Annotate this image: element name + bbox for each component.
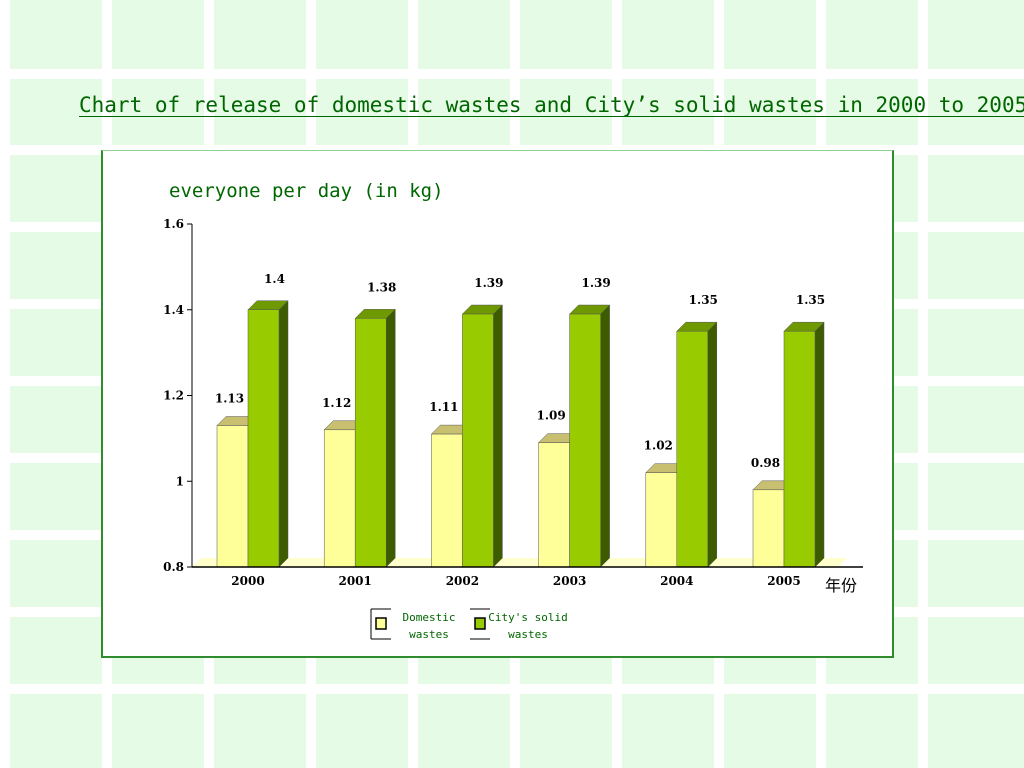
chart-panel: everyone per day (in kg) 年份 0.8 1 1.2 1.4 1.… (101, 150, 894, 658)
bar (645, 472, 678, 568)
bar (323, 429, 356, 568)
bar (216, 425, 249, 568)
bar (783, 330, 816, 568)
x-tick-label: 2000 (231, 574, 264, 588)
bar (354, 318, 387, 568)
bar-side (278, 300, 289, 568)
data-label: 1.13 (215, 392, 244, 406)
bar-side (814, 321, 825, 568)
bar (431, 433, 463, 568)
bar-chart: everyone per day (in kg) 年份 0.8 1 1.2 1.4 1.… (163, 180, 863, 641)
data-label: 1.39 (581, 276, 610, 290)
bar-side (385, 308, 396, 568)
legend-label: wastes (409, 628, 449, 641)
bar (752, 489, 785, 568)
legend: Domestic wastes City's solid wastes (370, 608, 568, 641)
data-label: 1.4 (264, 272, 285, 286)
chart-title: everyone per day (in kg) (169, 180, 444, 202)
x-tick-label: 2002 (446, 574, 479, 588)
data-label: 1.09 (536, 409, 565, 423)
x-tick-label: 2004 (660, 574, 693, 588)
x-tick-label: 2003 (553, 574, 586, 588)
slide-title: Chart of release of domestic wastes and … (79, 93, 1024, 117)
y-tick-label: 1.6 (163, 217, 184, 231)
legend-label: Domestic (403, 611, 456, 624)
y-tick-label: 0.8 (163, 560, 184, 574)
data-label: 1.02 (644, 439, 673, 453)
y-tick-label: 1 (176, 474, 184, 488)
bar-side (600, 304, 610, 568)
data-label: 1.11 (429, 400, 458, 414)
y-tick-label: 1.2 (163, 389, 184, 403)
bar (538, 442, 570, 568)
x-tick-label: 2005 (767, 574, 800, 588)
legend-swatch (375, 617, 387, 630)
plot-floor (192, 558, 847, 567)
data-label: 0.98 (751, 456, 780, 470)
y-tick-label: 1.4 (163, 303, 184, 317)
bar-side (707, 321, 718, 568)
bar-side (493, 304, 503, 568)
data-label: 1.35 (796, 293, 825, 307)
data-label: 1.12 (322, 396, 351, 410)
bar (247, 309, 280, 568)
bar (569, 313, 601, 568)
legend-label: wastes (508, 628, 548, 641)
data-label: 1.38 (367, 280, 396, 294)
legend-label: City's solid (488, 611, 567, 624)
data-label: 1.35 (689, 293, 718, 307)
data-label: 1.39 (474, 276, 503, 290)
x-tick-label: 2001 (338, 574, 371, 588)
bar (676, 330, 709, 568)
x-axis-label: 年份 (825, 576, 857, 595)
bar (462, 313, 494, 568)
legend-swatch (474, 617, 486, 630)
